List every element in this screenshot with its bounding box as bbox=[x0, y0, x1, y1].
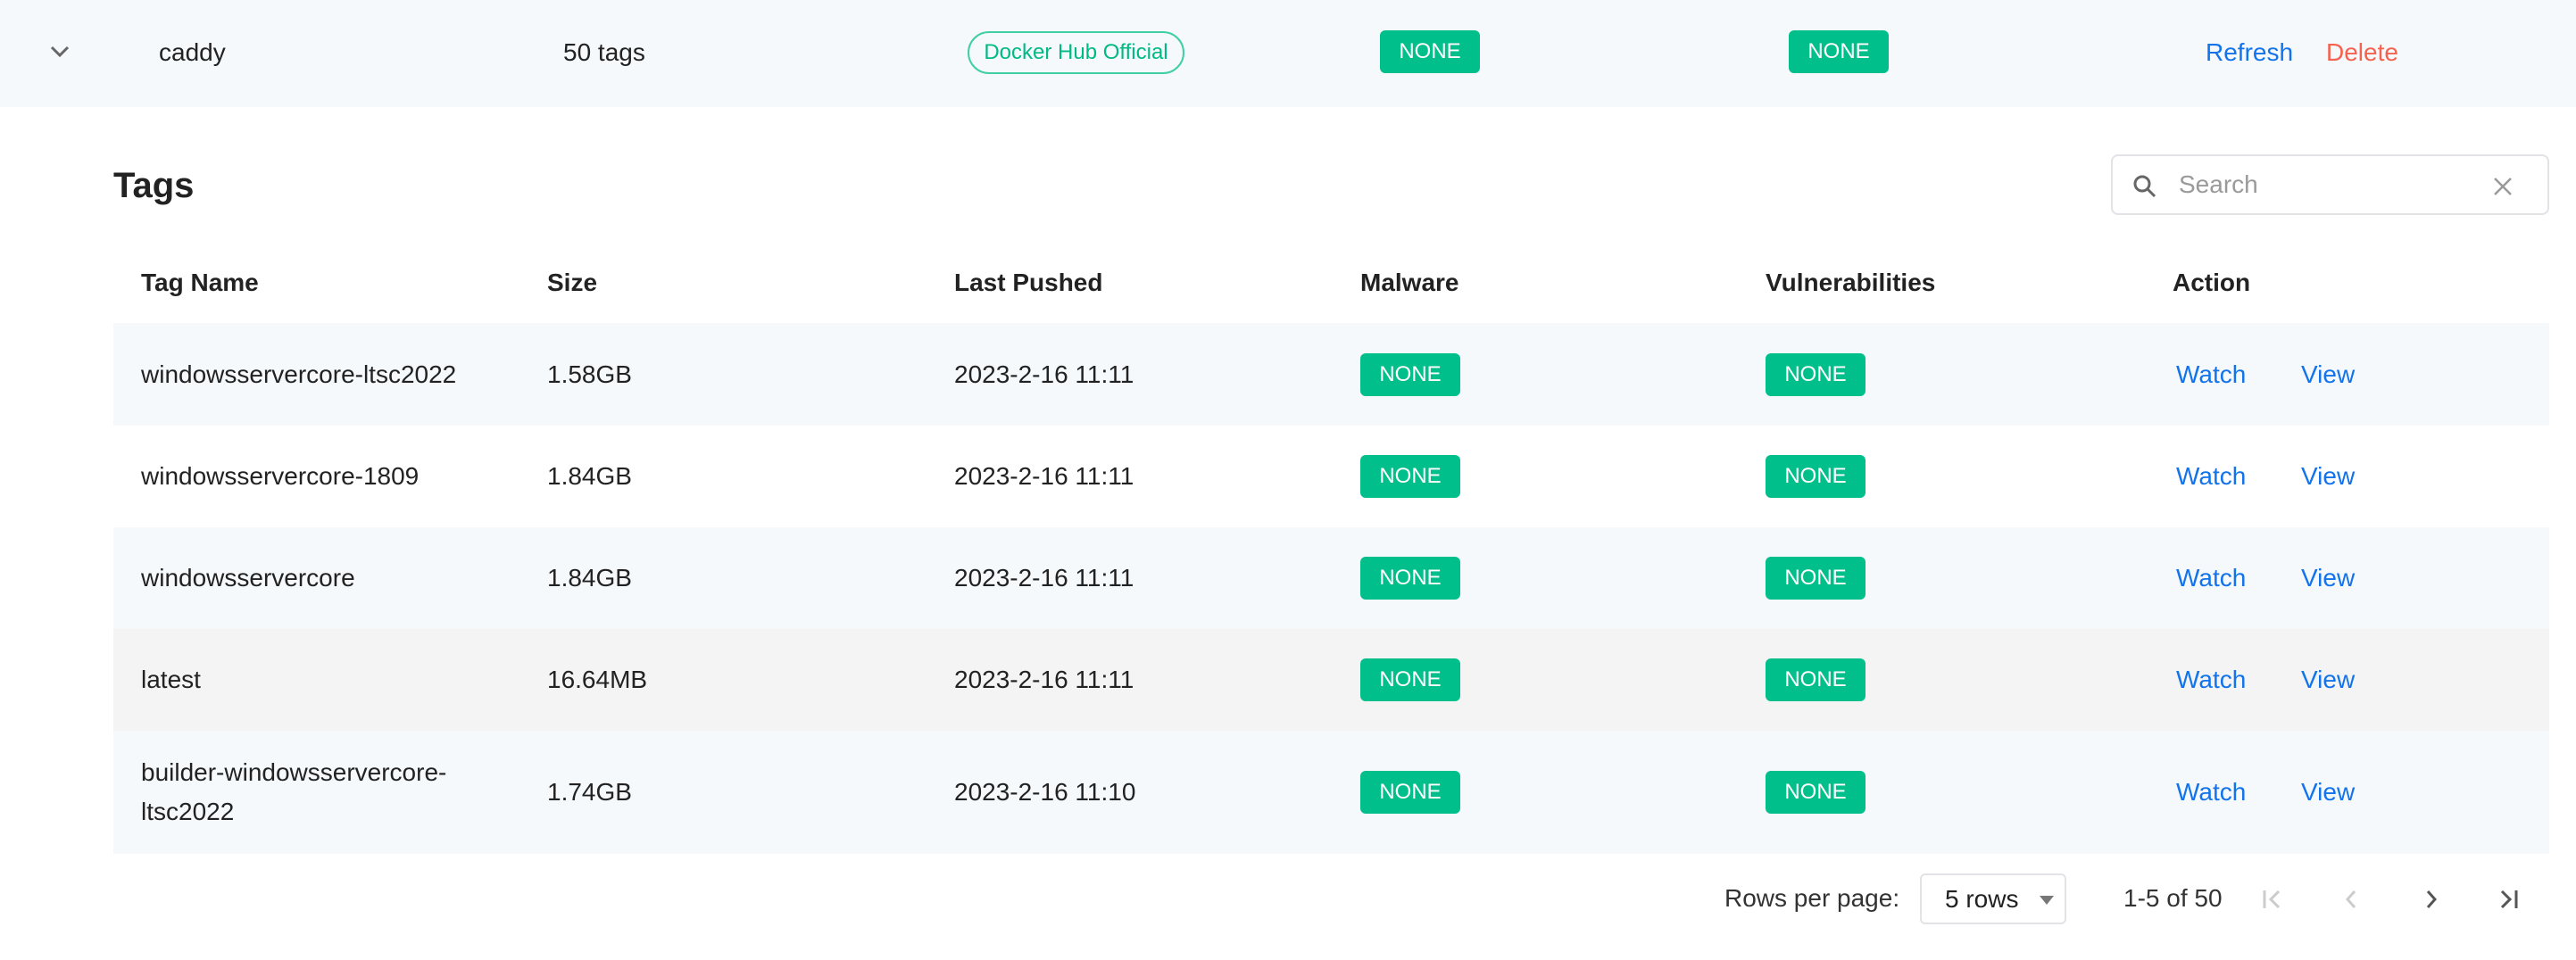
malware-badge: NONE bbox=[1360, 455, 1460, 498]
tag-size: 1.74GB bbox=[547, 778, 632, 806]
last-pushed: 2023-2-16 11:11 bbox=[954, 462, 1134, 490]
table-row: windowsservercore 1.84GB 2023-2-16 11:11 … bbox=[113, 527, 2549, 629]
tag-size: 16.64MB bbox=[547, 666, 648, 693]
malware-badge: NONE bbox=[1360, 557, 1460, 600]
rows-per-page-select[interactable]: 5 rows bbox=[1920, 873, 2066, 924]
watch-button[interactable]: Watch bbox=[2176, 360, 2247, 388]
malware-badge: NONE bbox=[1360, 771, 1460, 814]
tag-name-line1: builder-windowsservercore- bbox=[141, 758, 447, 786]
clear-icon[interactable] bbox=[2493, 177, 2513, 196]
last-pushed: 2023-2-16 11:11 bbox=[954, 360, 1134, 388]
watch-button[interactable]: Watch bbox=[2176, 778, 2247, 806]
column-header-vulnerabilities: Vulnerabilities bbox=[1766, 269, 1936, 296]
watch-button[interactable]: Watch bbox=[2176, 462, 2247, 490]
malware-badge: NONE bbox=[1360, 352, 1460, 396]
view-button[interactable]: View bbox=[2301, 666, 2356, 693]
official-badge: Docker Hub Official bbox=[968, 31, 1184, 74]
tag-name: windowsservercore bbox=[141, 564, 355, 592]
watch-button[interactable]: Watch bbox=[2176, 666, 2247, 693]
previous-page-icon[interactable] bbox=[2340, 888, 2364, 911]
repository-row[interactable]: caddy 50 tags Docker Hub Official NONE N… bbox=[0, 0, 2576, 107]
refresh-button[interactable]: Refresh bbox=[2206, 38, 2294, 66]
column-header-malware: Malware bbox=[1360, 269, 1459, 296]
malware-badge: NONE bbox=[1360, 658, 1460, 701]
tag-count: 50 tags bbox=[563, 38, 645, 66]
last-page-icon[interactable] bbox=[2497, 888, 2520, 911]
next-page-icon[interactable] bbox=[2419, 888, 2442, 911]
malware-badge: NONE bbox=[1380, 30, 1480, 73]
vulnerabilities-badge: NONE bbox=[1766, 557, 1866, 600]
watch-button[interactable]: Watch bbox=[2176, 564, 2247, 592]
view-button[interactable]: View bbox=[2301, 360, 2356, 388]
column-header-last-pushed: Last Pushed bbox=[954, 269, 1103, 296]
section-title: Tags bbox=[113, 166, 195, 205]
vulnerabilities-badge: NONE bbox=[1766, 658, 1866, 701]
view-button[interactable]: View bbox=[2301, 462, 2356, 490]
view-button[interactable]: View bbox=[2301, 564, 2356, 592]
tag-name: windowsservercore-1809 bbox=[141, 462, 420, 490]
vulnerabilities-badge: NONE bbox=[1766, 352, 1866, 396]
table-row: windowsservercore-ltsc2022 1.58GB 2023-2-… bbox=[113, 323, 2549, 426]
last-pushed: 2023-2-16 11:11 bbox=[954, 564, 1134, 592]
tag-name: latest bbox=[141, 666, 201, 693]
vulnerabilities-badge: NONE bbox=[1766, 771, 1866, 814]
search-icon bbox=[2133, 175, 2156, 198]
tag-size: 1.84GB bbox=[547, 462, 632, 490]
last-pushed: 2023-2-16 11:11 bbox=[954, 666, 1134, 693]
tag-name: windowsservercore-ltsc2022 bbox=[141, 360, 457, 388]
column-header-action: Action bbox=[2173, 269, 2251, 296]
tag-size: 1.84GB bbox=[547, 564, 632, 592]
caret-down-icon bbox=[2040, 896, 2054, 905]
column-header-tag-name: Tag Name bbox=[141, 269, 259, 296]
last-pushed: 2023-2-16 11:10 bbox=[954, 778, 1136, 806]
repo-name: caddy bbox=[159, 38, 226, 66]
vulnerabilities-badge: NONE bbox=[1789, 30, 1889, 73]
search-placeholder: Search bbox=[2179, 170, 2258, 198]
table-row: windowsservercore-1809 1.84GB 2023-2-16 1… bbox=[113, 426, 2549, 527]
first-page-icon[interactable] bbox=[2261, 888, 2284, 911]
rows-per-page-value: 5 rows bbox=[1945, 884, 2019, 913]
tag-name-line2: ltsc2022 bbox=[141, 798, 235, 825]
chevron-down-icon[interactable] bbox=[50, 45, 70, 59]
search-input[interactable]: Search bbox=[2111, 154, 2549, 215]
delete-button[interactable]: Delete bbox=[2326, 38, 2398, 66]
column-header-size: Size bbox=[547, 269, 598, 296]
table-row: latest 16.64MB 2023-2-16 11:11 NONE NONE … bbox=[113, 629, 2549, 731]
table-row: builder-windowsservercore-ltsc2022 1.74GB… bbox=[113, 731, 2549, 854]
page-range: 1-5 of 50 bbox=[2123, 884, 2223, 912]
vulnerabilities-badge: NONE bbox=[1766, 455, 1866, 498]
tag-size: 1.58GB bbox=[547, 360, 632, 388]
view-button[interactable]: View bbox=[2301, 778, 2356, 806]
rows-per-page-label: Rows per page: bbox=[1724, 884, 1900, 912]
